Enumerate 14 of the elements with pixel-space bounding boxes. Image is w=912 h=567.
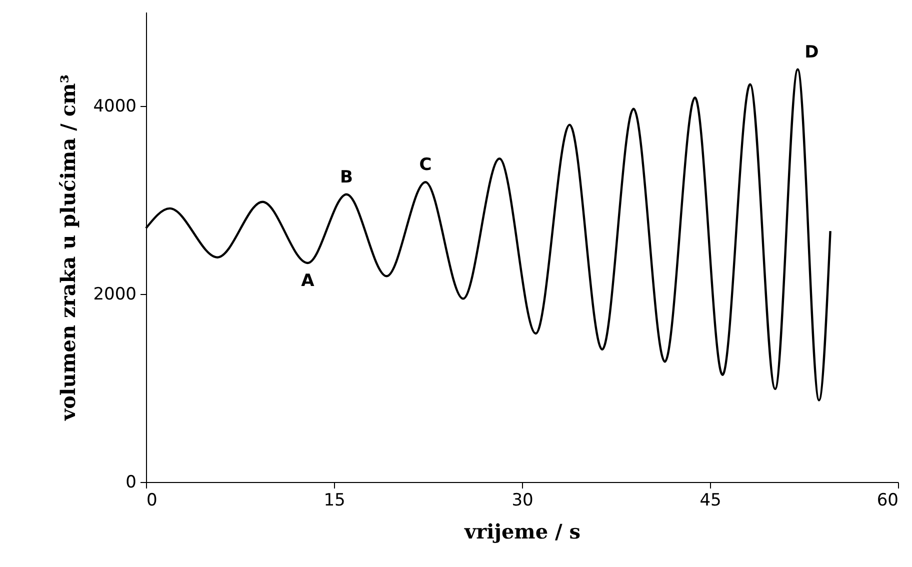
annotation: A (301, 270, 316, 291)
x-tick-label: 30 (512, 490, 534, 510)
y-axis-title: volumen zraka u plućima / cm³ (56, 74, 80, 422)
annotation: D (804, 42, 819, 62)
x-tick-label: 0 (146, 490, 158, 510)
y-tick-label: 2000 (93, 284, 136, 304)
y-tick-label: 0 (126, 472, 136, 492)
x-tick-label: 15 (324, 490, 346, 510)
annotation: B (340, 167, 354, 188)
x-tick-label: 45 (700, 490, 722, 510)
x-tick-label: 60 (876, 490, 898, 510)
x-axis-title: vrijeme / s (463, 520, 581, 544)
y-tick-label: 4000 (93, 96, 136, 116)
annotation: C (419, 155, 432, 176)
